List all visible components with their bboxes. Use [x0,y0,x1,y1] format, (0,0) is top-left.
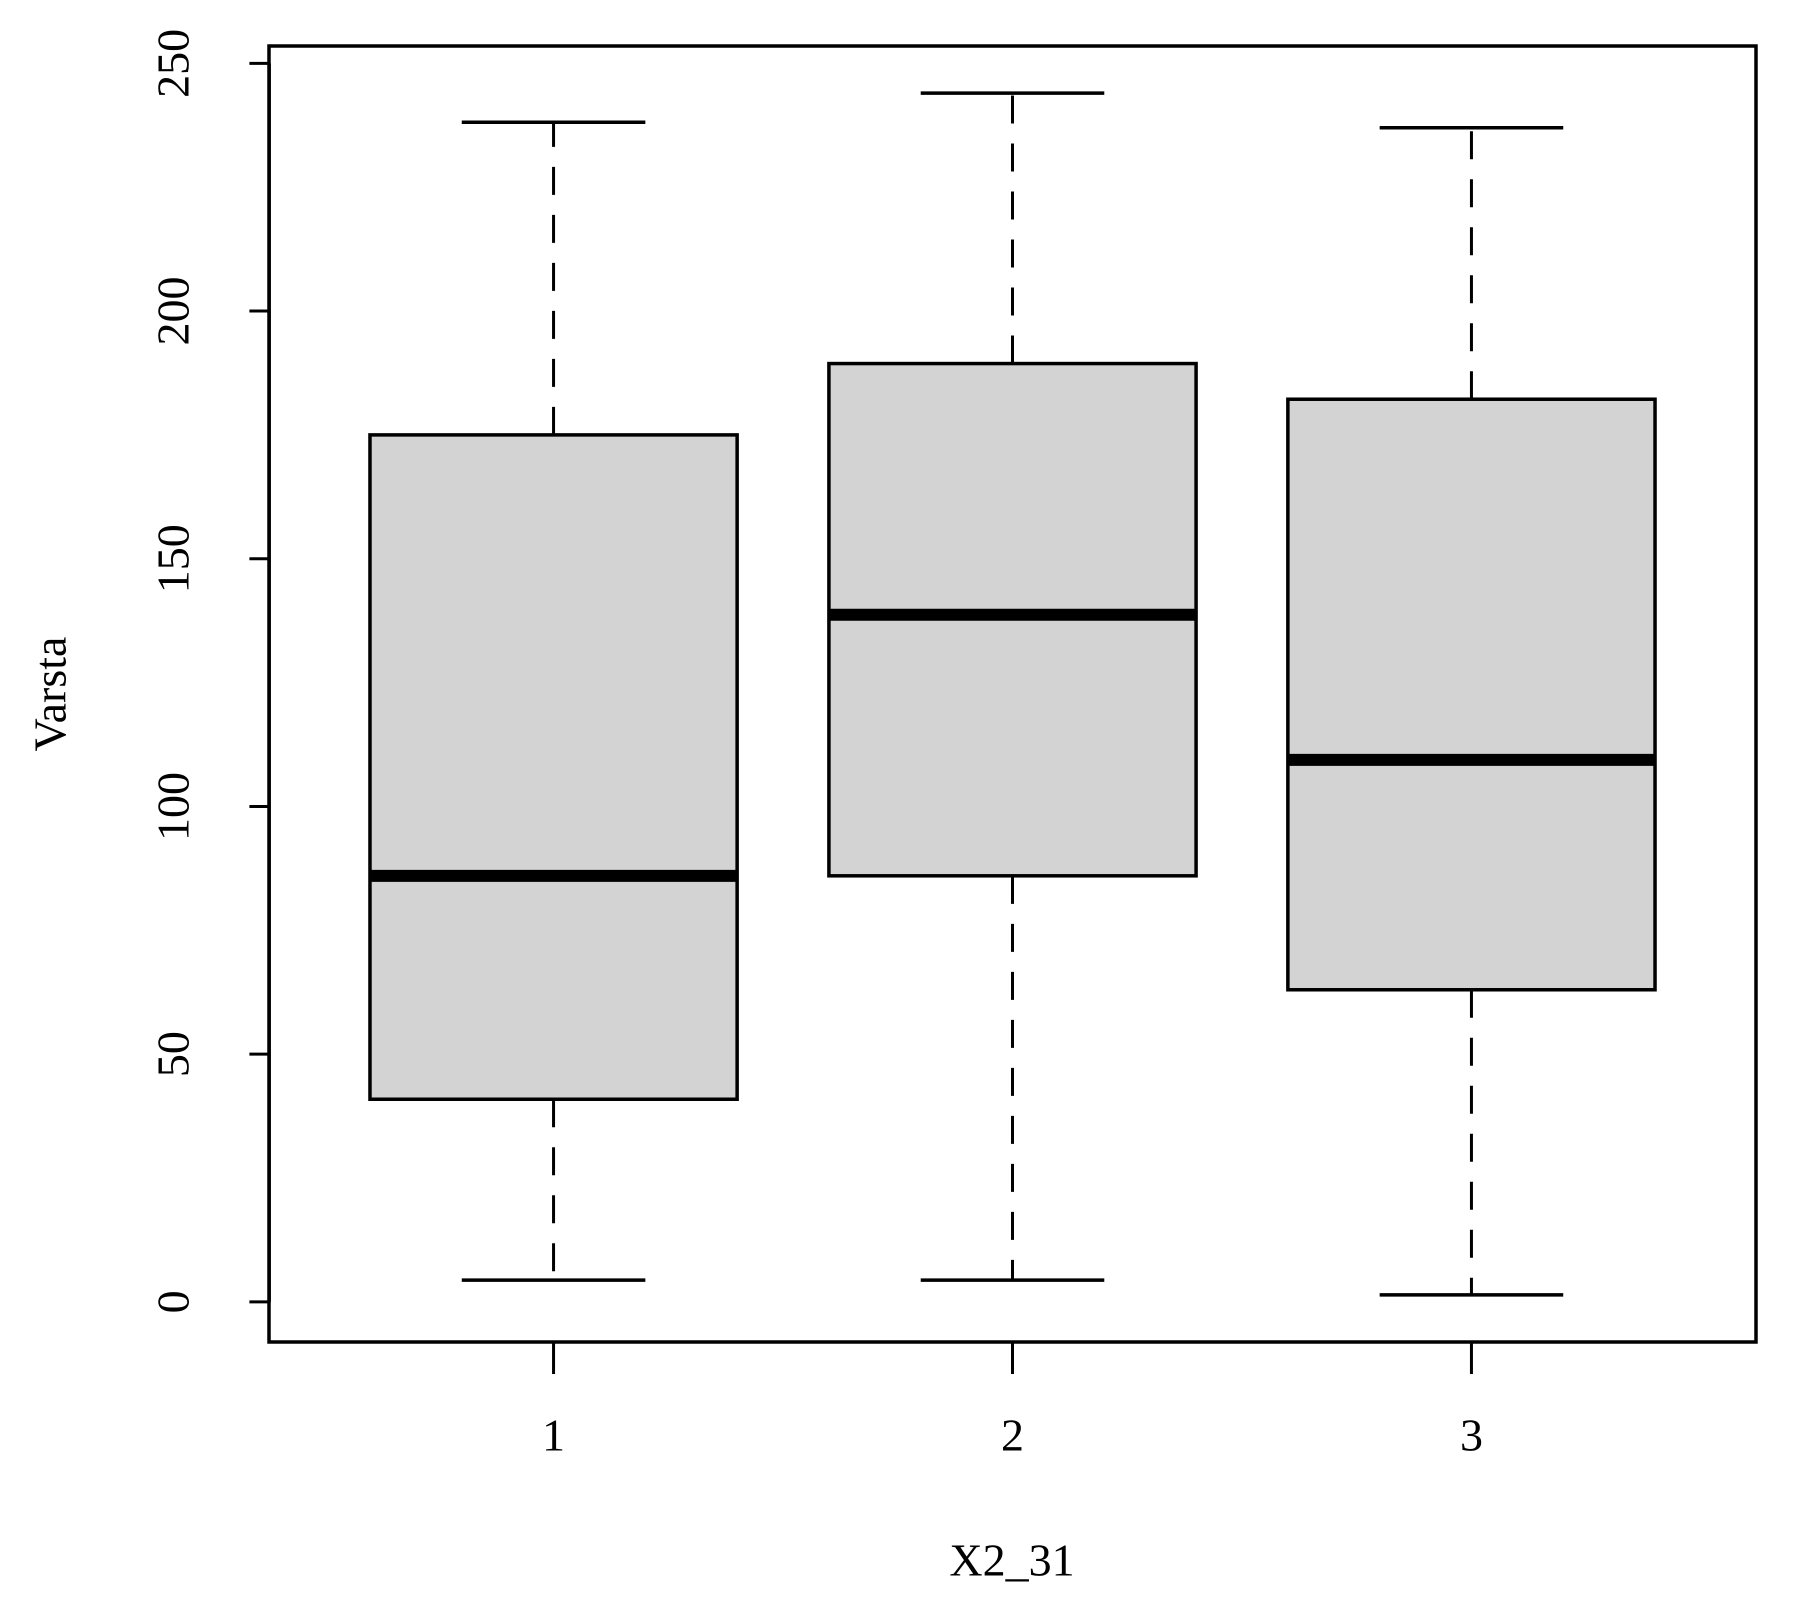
box [1286,397,1657,992]
x-tick-label: 3 [1460,1410,1483,1461]
y-tick-label: 100 [148,772,199,841]
y-tick-label: 150 [148,524,199,593]
x-tick-label: 1 [542,1410,565,1461]
x-tick-label: 2 [1001,1410,1024,1461]
y-tick-label: 0 [148,1290,199,1313]
y-tick-label: 200 [148,277,199,346]
x-axis-label: X2_31 [949,1535,1074,1586]
y-tick-label: 50 [148,1031,199,1077]
box [368,433,739,1101]
y-axis-label: Varsta [25,637,76,752]
y-tick-label: 250 [148,29,199,98]
